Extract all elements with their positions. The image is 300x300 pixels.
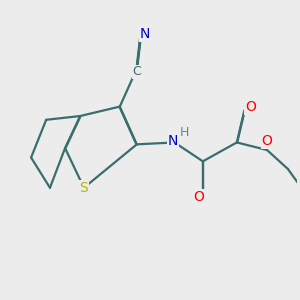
- Text: C: C: [132, 65, 141, 78]
- Text: H: H: [180, 126, 190, 139]
- Text: O: O: [193, 190, 204, 204]
- Text: O: O: [262, 134, 272, 148]
- Text: O: O: [245, 100, 256, 114]
- Text: N: N: [140, 27, 150, 41]
- Text: N: N: [168, 134, 178, 148]
- Text: S: S: [80, 181, 88, 195]
